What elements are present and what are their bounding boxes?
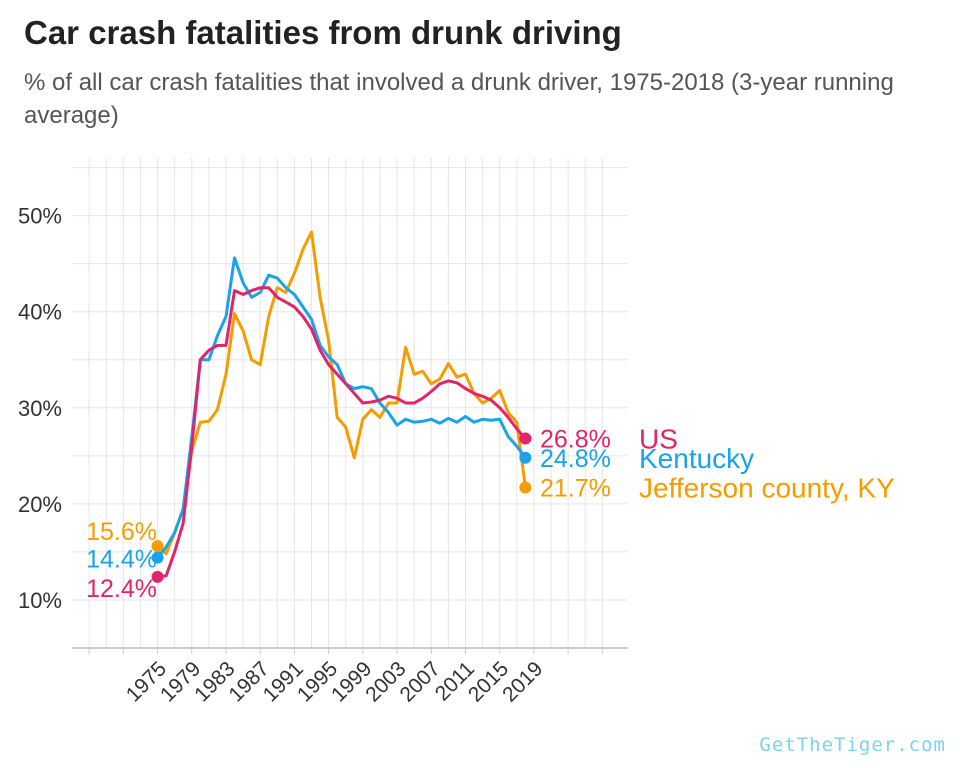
series-name-label: Jefferson county, KY — [639, 473, 895, 504]
watermark: GetTheTiger.com — [759, 734, 946, 756]
y-tick-label: 10% — [18, 588, 62, 613]
end-point — [519, 481, 532, 494]
end-label: 26.8% — [540, 426, 611, 454]
chart-title: Car crash fatalities from drunk driving — [24, 14, 622, 51]
series-name-label: Kentucky — [639, 443, 754, 474]
start-label: 14.4% — [86, 546, 157, 574]
y-tick-label: 50% — [18, 204, 62, 229]
chart-subtitle: % of all car crash fatalities that invol… — [24, 69, 894, 129]
end-point — [519, 451, 532, 464]
start-label: 12.4% — [86, 575, 157, 603]
end-label: 21.7% — [540, 475, 611, 503]
y-tick-label: 40% — [18, 300, 62, 325]
start-label: 15.6% — [86, 518, 157, 546]
series-line — [156, 286, 527, 579]
end-point — [519, 432, 532, 445]
series-line — [156, 256, 527, 560]
y-tick-label: 20% — [18, 492, 62, 517]
series-line — [156, 230, 527, 556]
y-tick-label: 30% — [18, 396, 62, 421]
x-tick-label: 2019 — [498, 657, 547, 706]
start-point — [151, 540, 164, 553]
end-label: 24.8% — [540, 445, 611, 473]
series-name-label: US — [639, 424, 678, 455]
start-point — [151, 551, 164, 564]
start-point — [151, 570, 164, 583]
